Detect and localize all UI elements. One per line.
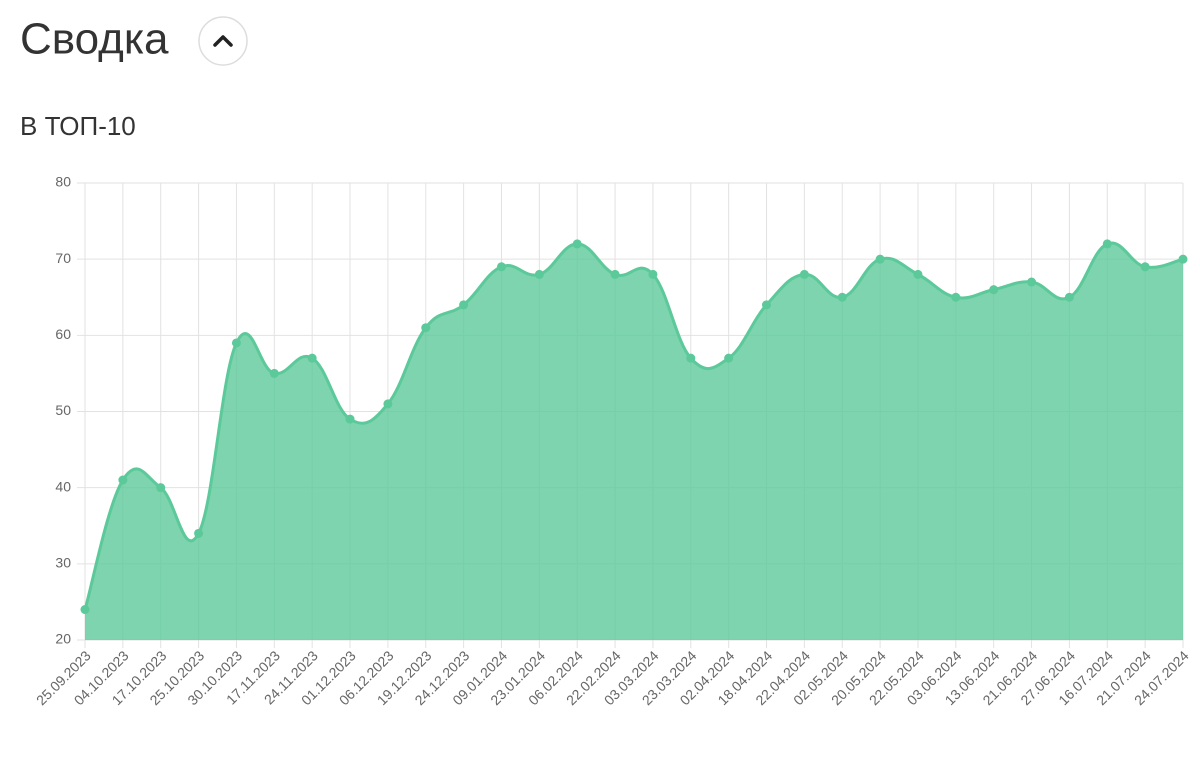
data-point xyxy=(951,292,961,302)
data-point xyxy=(1027,277,1037,287)
data-point xyxy=(724,353,734,363)
area-fill xyxy=(85,243,1183,640)
data-point xyxy=(534,269,544,279)
data-point xyxy=(156,483,166,493)
data-point xyxy=(383,399,393,409)
y-tick-label: 60 xyxy=(55,326,71,342)
data-point xyxy=(1064,292,1074,302)
y-tick-label: 20 xyxy=(55,631,71,647)
data-point xyxy=(1140,262,1150,272)
chevron-icon[interactable] xyxy=(213,35,233,47)
data-point xyxy=(648,269,658,279)
data-point xyxy=(194,528,204,538)
data-point xyxy=(913,269,923,279)
collapse-button[interactable] xyxy=(198,16,248,66)
data-point xyxy=(80,605,90,615)
data-point xyxy=(231,338,241,348)
data-point xyxy=(762,300,772,310)
data-point xyxy=(345,414,355,424)
data-point xyxy=(1102,239,1112,249)
y-tick-label: 70 xyxy=(55,250,71,266)
data-point xyxy=(989,285,999,295)
y-tick-label: 40 xyxy=(55,478,71,494)
data-point xyxy=(269,368,279,378)
data-point xyxy=(1178,254,1188,264)
data-point xyxy=(837,292,847,302)
data-point xyxy=(686,353,696,363)
data-point xyxy=(610,269,620,279)
y-tick-label: 30 xyxy=(55,555,71,571)
page-title: Сводка xyxy=(20,15,169,64)
data-point xyxy=(459,300,469,310)
data-point xyxy=(799,269,809,279)
data-point xyxy=(496,262,506,272)
data-point xyxy=(572,239,582,249)
chart-title: В ТОП-10 xyxy=(20,111,136,141)
button-circle[interactable] xyxy=(198,16,248,66)
data-point xyxy=(875,254,885,264)
y-tick-label: 80 xyxy=(55,174,71,190)
data-point xyxy=(118,475,128,485)
data-point xyxy=(421,323,431,333)
data-point xyxy=(307,353,317,363)
y-tick-label: 50 xyxy=(55,402,71,418)
